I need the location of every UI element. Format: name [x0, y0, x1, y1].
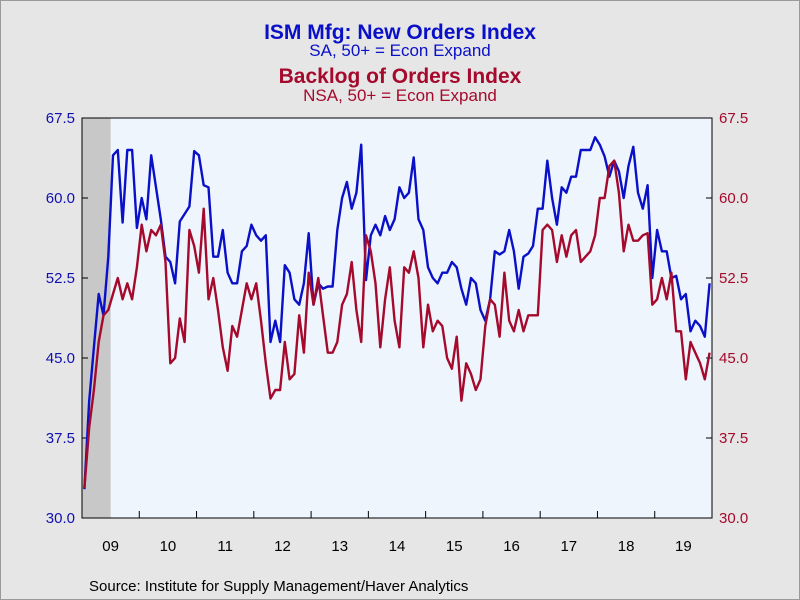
- subtitle-backlog: NSA, 50+ = Econ Expand: [303, 86, 497, 105]
- y-tick-label-left: 37.5: [46, 430, 75, 447]
- source-note: Source: Institute for Supply Management/…: [89, 578, 468, 595]
- x-tick-label: 18: [618, 538, 635, 555]
- x-tick-label: 17: [560, 538, 577, 555]
- title-new-orders: ISM Mfg: New Orders Index: [264, 21, 536, 44]
- chart-titles: ISM Mfg: New Orders Index SA, 50+ = Econ…: [264, 21, 536, 105]
- y-tick-label-left: 60.0: [46, 190, 75, 207]
- axis-labels: 30.0 30.0 37.5 37.5 45.0 45.0 52.5 52.5 60.0 60.0…: [46, 110, 748, 555]
- x-tick-label: 13: [331, 538, 348, 555]
- x-tick-label: 14: [389, 538, 406, 555]
- y-tick-label-right: 67.5: [719, 110, 748, 127]
- x-tick-label: 15: [446, 538, 463, 555]
- y-tick-label-right: 60.0: [719, 190, 748, 207]
- y-tick-label-right: 30.0: [719, 510, 748, 527]
- x-tick-label: 19: [675, 538, 692, 555]
- title-backlog: Backlog of Orders Index: [279, 65, 522, 88]
- subtitle-new-orders: SA, 50+ = Econ Expand: [309, 41, 490, 60]
- y-tick-label-right: 45.0: [719, 350, 748, 367]
- y-tick-label-left: 52.5: [46, 270, 75, 287]
- y-tick-label-left: 30.0: [46, 510, 75, 527]
- series-lines: [83, 135, 711, 490]
- x-tick-label: 09: [102, 538, 119, 555]
- x-tick-label: 10: [160, 538, 177, 555]
- y-tick-label-right: 37.5: [719, 430, 748, 447]
- series-line-new-orders: [83, 135, 711, 490]
- y-tick-label-right: 52.5: [719, 270, 748, 287]
- series-line-backlog: [83, 159, 711, 489]
- x-tick-label: 16: [503, 538, 520, 555]
- y-tick-label-left: 45.0: [46, 350, 75, 367]
- y-tick-label-left: 67.5: [46, 110, 75, 127]
- x-tick-label: 12: [274, 538, 291, 555]
- plot-border: [81, 117, 713, 519]
- x-tick-label: 11: [217, 538, 233, 555]
